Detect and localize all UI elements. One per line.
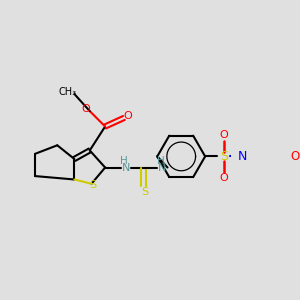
Text: O: O: [220, 173, 228, 183]
Text: O: O: [81, 104, 90, 114]
Text: N: N: [122, 163, 130, 172]
Text: O: O: [220, 130, 228, 140]
Text: N: N: [238, 150, 248, 163]
Text: O: O: [290, 150, 299, 163]
Text: H: H: [157, 156, 165, 166]
Text: S: S: [90, 180, 97, 190]
Text: S: S: [220, 150, 228, 163]
Text: CH₃: CH₃: [58, 87, 76, 97]
Text: N: N: [158, 163, 166, 172]
Text: H: H: [120, 156, 128, 166]
Text: S: S: [141, 187, 148, 197]
Text: O: O: [124, 111, 133, 121]
